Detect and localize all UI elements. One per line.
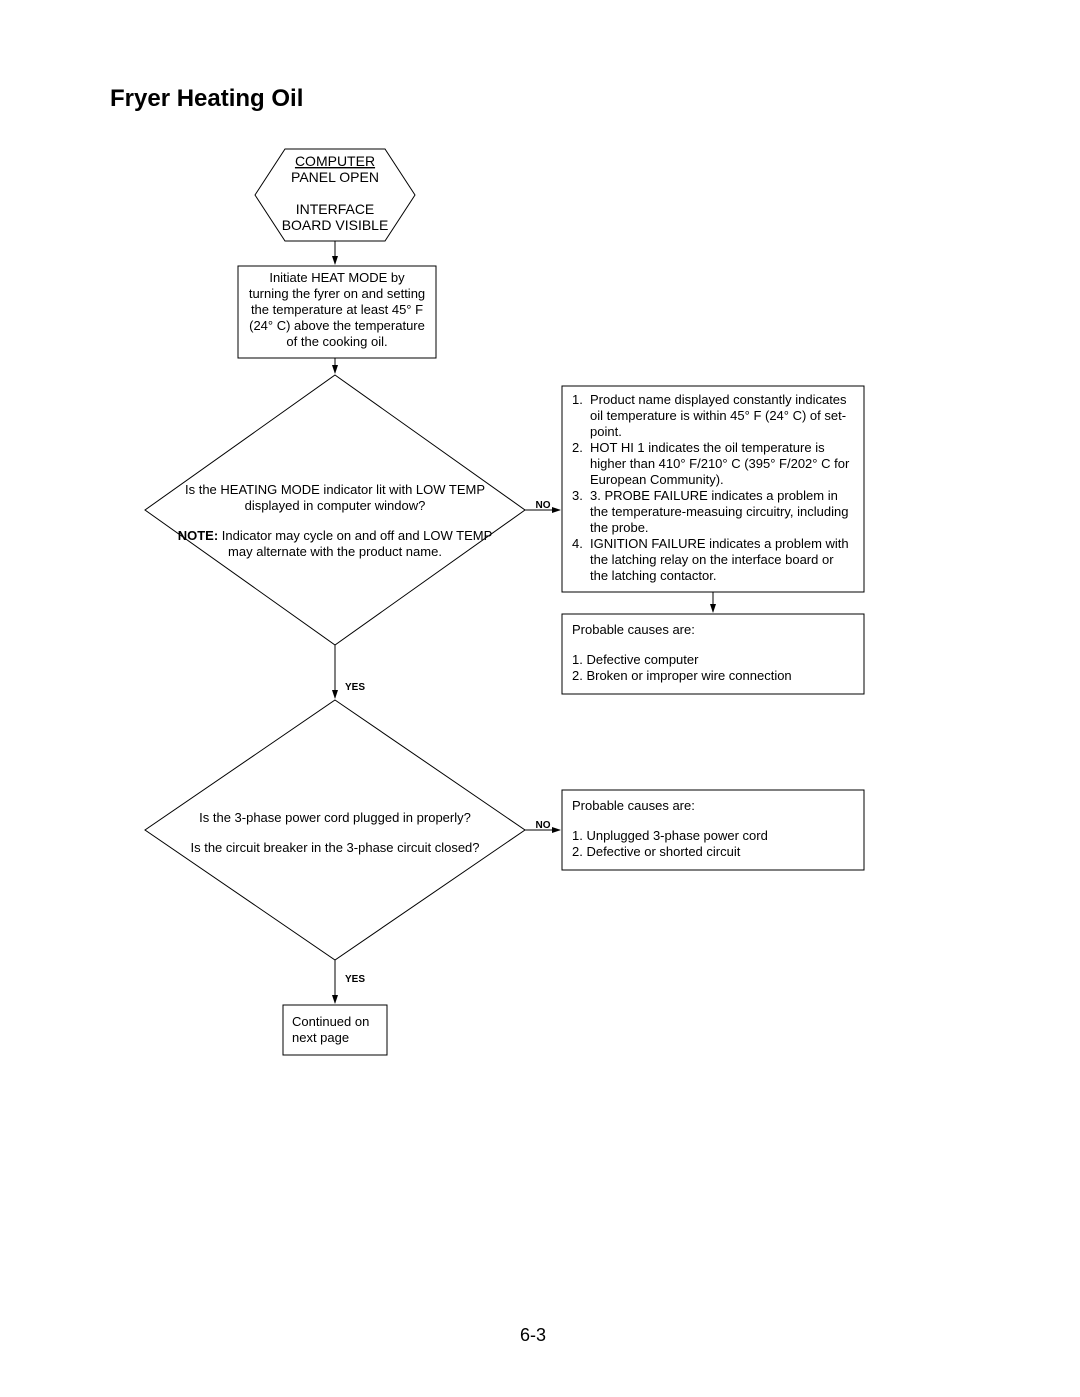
dec2-l2: Is the circuit breaker in the 3-phase ci… xyxy=(190,840,479,855)
node-decision1: Is the HEATING MODE indicator lit with L… xyxy=(145,375,525,645)
info1-1a: Product name displayed constantly indica… xyxy=(590,392,847,407)
info1-4n: 4. xyxy=(572,536,583,551)
causes2-h: Probable causes are: xyxy=(572,798,695,813)
label-yes-2: YES xyxy=(345,974,365,985)
info1-1c: point. xyxy=(590,424,622,439)
start-hex-line5: BOARD VISIBLE xyxy=(282,217,389,233)
label-yes-1: YES xyxy=(345,682,365,693)
dec1-note1: NOTE: Indicator may cycle on and off and… xyxy=(178,528,493,543)
flowchart-canvas: COMPUTER PANEL OPEN INTERFACE BOARD VISI… xyxy=(0,0,1080,1397)
dec1-l1: Is the HEATING MODE indicator lit with L… xyxy=(185,482,485,497)
cont-l1: Continued on xyxy=(292,1014,369,1029)
cont-l2: next page xyxy=(292,1030,349,1045)
start-hex-line2: PANEL OPEN xyxy=(291,169,379,185)
causes2-i2: 2. Defective or shorted circuit xyxy=(572,844,741,859)
node-start-hex: COMPUTER PANEL OPEN INTERFACE BOARD VISI… xyxy=(255,149,415,241)
info1-1n: 1. xyxy=(572,392,583,407)
page: Fryer Heating Oil COMPUTER PANEL OPEN IN… xyxy=(0,0,1080,1397)
node-process1: Initiate HEAT MODE by turning the fyrer … xyxy=(238,266,436,358)
causes1-i1: 1. Defective computer xyxy=(572,652,699,667)
causes1-i2: 2. Broken or improper wire connection xyxy=(572,668,792,683)
info1-4c: the latching contactor. xyxy=(590,568,716,583)
info1-3c: the probe. xyxy=(590,520,649,535)
proc1-l4: (24° C) above the temperature xyxy=(249,318,425,333)
info1-2a: HOT HI 1 indicates the oil temperature i… xyxy=(590,440,825,455)
dec1-note2: may alternate with the product name. xyxy=(228,544,442,559)
dec1-l2: displayed in computer window? xyxy=(245,498,426,513)
node-decision2: Is the 3-phase power cord plugged in pro… xyxy=(145,700,525,960)
dec2-l1: Is the 3-phase power cord plugged in pro… xyxy=(199,810,471,825)
node-info1: 1. Product name displayed constantly ind… xyxy=(562,386,864,592)
info1-3a: 3. PROBE FAILURE indicates a problem in xyxy=(590,488,838,503)
info1-3b: the temperature-measuing circuitry, incl… xyxy=(590,504,848,519)
page-number: 6-3 xyxy=(520,1325,546,1346)
info1-1b: oil temperature is within 45° F (24° C) … xyxy=(590,408,846,423)
dec1-note-rest: Indicator may cycle on and off and LOW T… xyxy=(218,528,492,543)
info1-2b: higher than 410° F/210° C (395° F/202° C… xyxy=(590,456,850,471)
causes1-h: Probable causes are: xyxy=(572,622,695,637)
start-hex-line1: COMPUTER xyxy=(295,153,375,169)
info1-4a: IGNITION FAILURE indicates a problem wit… xyxy=(590,536,849,551)
info1-3n: 3. xyxy=(572,488,583,503)
label-no-1: NO xyxy=(536,500,551,511)
dec1-note-label: NOTE: xyxy=(178,528,218,543)
info1-2c: European Community). xyxy=(590,472,724,487)
proc1-l1: Initiate HEAT MODE by xyxy=(269,270,405,285)
proc1-l5: of the cooking oil. xyxy=(286,334,387,349)
node-causes1: Probable causes are: 1. Defective comput… xyxy=(562,614,864,694)
proc1-l3: the temperature at least 45° F xyxy=(251,302,423,317)
start-hex-line4: INTERFACE xyxy=(296,201,375,217)
info1-2n: 2. xyxy=(572,440,583,455)
causes2-i1: 1. Unplugged 3-phase power cord xyxy=(572,828,768,843)
label-no-2: NO xyxy=(536,820,551,831)
node-continue: Continued on next page xyxy=(283,1005,387,1055)
node-causes2: Probable causes are: 1. Unplugged 3-phas… xyxy=(562,790,864,870)
info1-4b: the latching relay on the interface boar… xyxy=(590,552,834,567)
proc1-l2: turning the fyrer on and setting xyxy=(249,286,425,301)
